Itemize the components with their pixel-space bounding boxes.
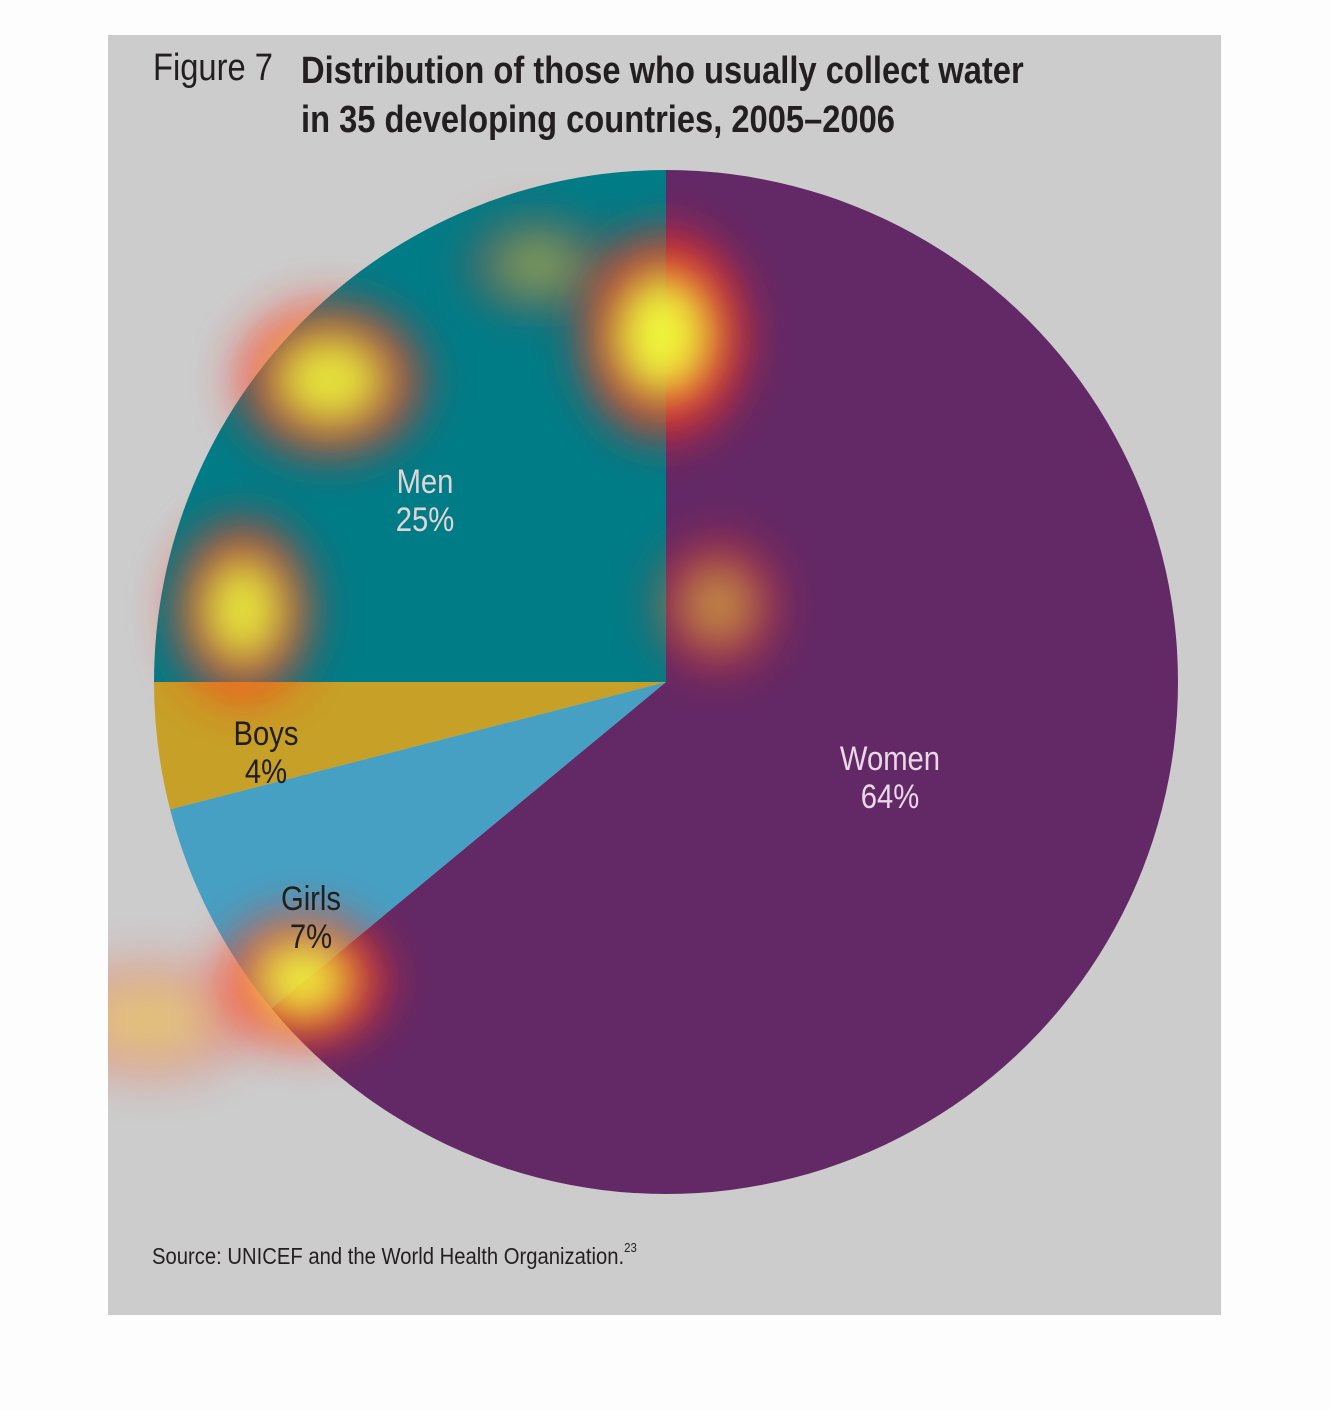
slice-label-women: Women (840, 739, 940, 778)
source-text: Source: UNICEF and the World Health Orga… (152, 1243, 625, 1269)
heat-spot-core (201, 555, 285, 665)
slice-value-girls: 7% (290, 917, 332, 956)
slice-label-girls: Girls (281, 879, 341, 918)
heat-spot-core (613, 272, 713, 398)
slice-label-boys: Boys (234, 714, 299, 753)
slice-value-women: 64% (861, 777, 919, 816)
heat-spot-core (494, 234, 582, 296)
figure-title: Distribution of those who usually collec… (301, 47, 1024, 145)
attention-heatmap-overlay (108, 213, 783, 1081)
heat-spot-core (274, 333, 386, 427)
slice-label-men: Men (397, 462, 454, 501)
source-footnote-ref: 23 (624, 1240, 637, 1255)
slice-value-boys: 4% (245, 752, 287, 791)
slice-value-men: 25% (396, 500, 454, 539)
figure-title-line-1: Distribution of those who usually collec… (301, 50, 1024, 92)
pie-slice-women (271, 170, 1179, 1194)
heat-spot-core (253, 940, 353, 1020)
figure-title-line-2: in 35 developing countries, 2005–2006 (301, 99, 895, 141)
heat-spot-core (679, 563, 757, 647)
pie-slice-boys (154, 682, 666, 810)
heat-spot-core (108, 984, 212, 1056)
figure-panel: Women 64% Girls 7% Boys 4% Men 25% Figure 7 Dis… (108, 35, 1221, 1315)
figure-label: Figure 7 (153, 47, 273, 89)
source-note: Source: UNICEF and the World Health Orga… (152, 1240, 637, 1270)
